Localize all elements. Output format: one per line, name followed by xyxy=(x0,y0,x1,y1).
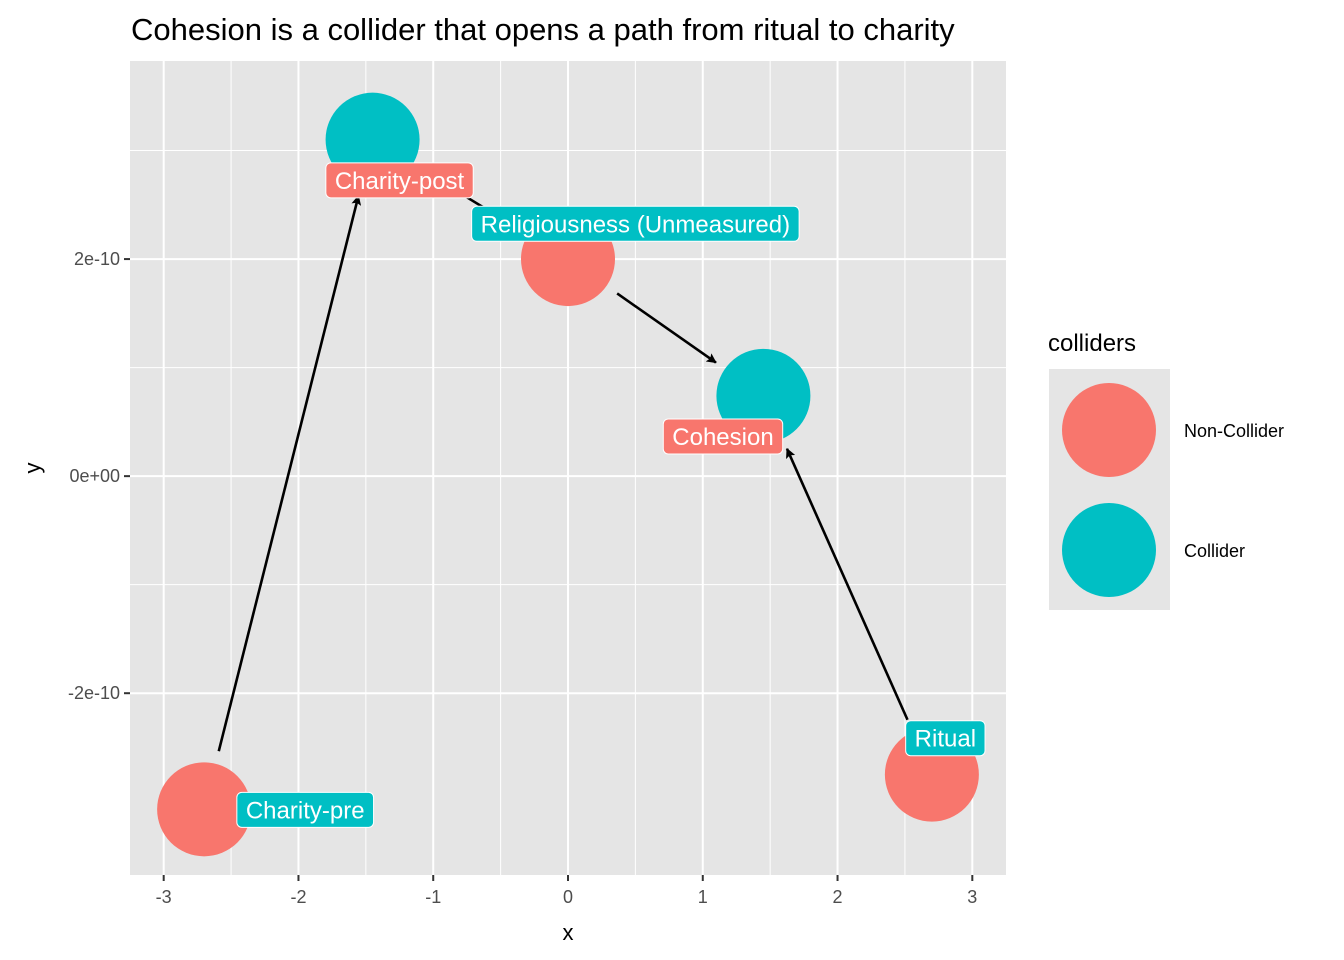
legend-label: Non-Collider xyxy=(1184,421,1284,441)
legend-label: Collider xyxy=(1184,541,1245,561)
node-label-box xyxy=(662,418,784,455)
y-tick-label: -2e-10 xyxy=(68,683,120,703)
x-tick-label: -1 xyxy=(425,887,441,907)
node-label: Ritual xyxy=(905,720,986,757)
major-gridlines xyxy=(130,61,1006,875)
y-tick-label: 2e-10 xyxy=(74,249,120,269)
x-tick-label: 2 xyxy=(833,887,843,907)
node-label: Charity-pre xyxy=(236,791,375,828)
node-label-text: Charity-post xyxy=(335,168,465,195)
node-label: Cohesion xyxy=(662,418,784,455)
chart-title: Cohesion is a collider that opens a path… xyxy=(131,12,955,47)
edge-arrow xyxy=(217,194,362,752)
node-label-box xyxy=(905,720,986,757)
x-tick-label: 3 xyxy=(967,887,977,907)
y-axis: -2e-10 0e+00 2e-10 xyxy=(68,249,130,703)
legend-title: colliders xyxy=(1048,330,1136,357)
node-labels: Religiousness (Unmeasured) Charity-post Co… xyxy=(236,162,986,828)
node-label-box xyxy=(236,791,375,828)
minor-gridlines xyxy=(130,61,1006,875)
x-tick-label: -2 xyxy=(290,887,306,907)
node-point xyxy=(157,762,252,857)
node-label-box xyxy=(325,162,474,199)
node-label-text: Religiousness (Unmeasured) xyxy=(481,211,790,238)
node-label-text: Charity-pre xyxy=(246,797,365,824)
y-tick-label: 0e+00 xyxy=(69,466,120,486)
node-label-text: Cohesion xyxy=(672,424,773,451)
x-axis-title: x xyxy=(563,920,574,945)
edge-arrow xyxy=(616,292,717,364)
node-label: Charity-post xyxy=(325,162,474,199)
x-tick-label: -3 xyxy=(156,887,172,907)
legend-key-non-collider xyxy=(1062,383,1156,477)
x-tick-label: 0 xyxy=(563,887,573,907)
legend-key-collider xyxy=(1062,503,1156,597)
node-label-text: Ritual xyxy=(915,726,976,753)
legend: colliders Non-Collider Collider xyxy=(1048,330,1284,610)
edge-arrow xyxy=(785,447,909,721)
x-axis: -3 -2 -1 0 1 2 3 xyxy=(156,875,977,907)
y-axis-title: y xyxy=(20,463,45,474)
node-label-box xyxy=(471,205,800,242)
x-tick-label: 1 xyxy=(698,887,708,907)
node-label: Religiousness (Unmeasured) xyxy=(471,205,800,242)
